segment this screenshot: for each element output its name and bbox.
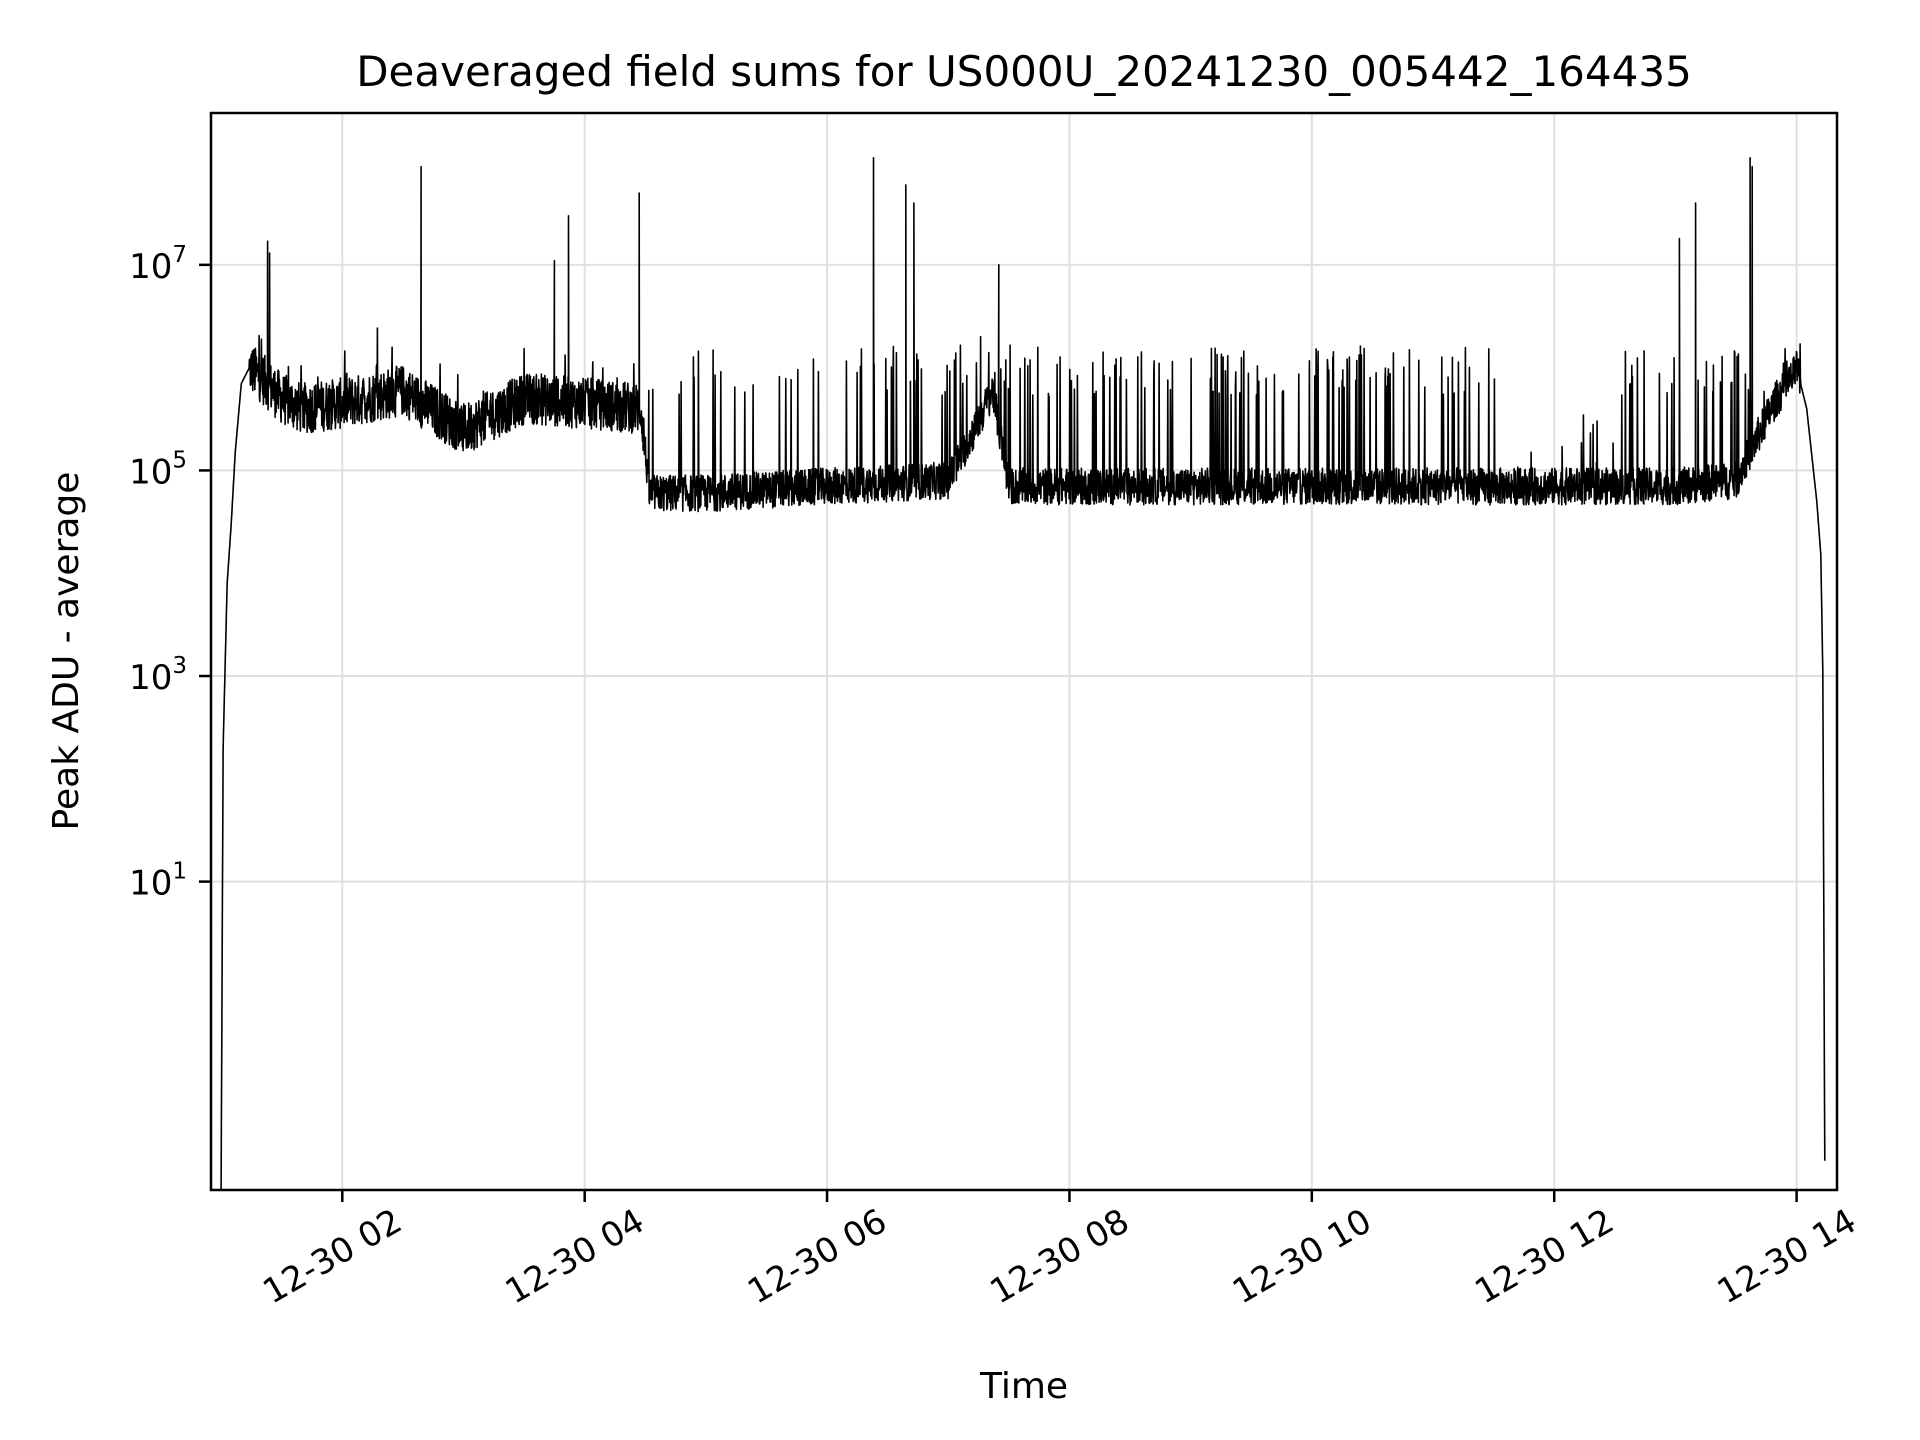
y-tick-label: 103 — [129, 653, 187, 698]
y-tick-label: 107 — [129, 242, 187, 287]
x-axis-label: Time — [979, 1366, 1068, 1407]
plot-frame — [209, 111, 1839, 1192]
y-axis: 101 103 105 107 — [129, 242, 211, 904]
chart-title: Deaveraged field sums for US000U_2024123… — [356, 47, 1692, 96]
series-line — [220, 157, 1826, 1190]
y-tick-label: 101 — [129, 859, 187, 904]
y-tick-label: 105 — [129, 447, 187, 492]
y-axis-label: Peak ADU - average — [46, 472, 87, 831]
